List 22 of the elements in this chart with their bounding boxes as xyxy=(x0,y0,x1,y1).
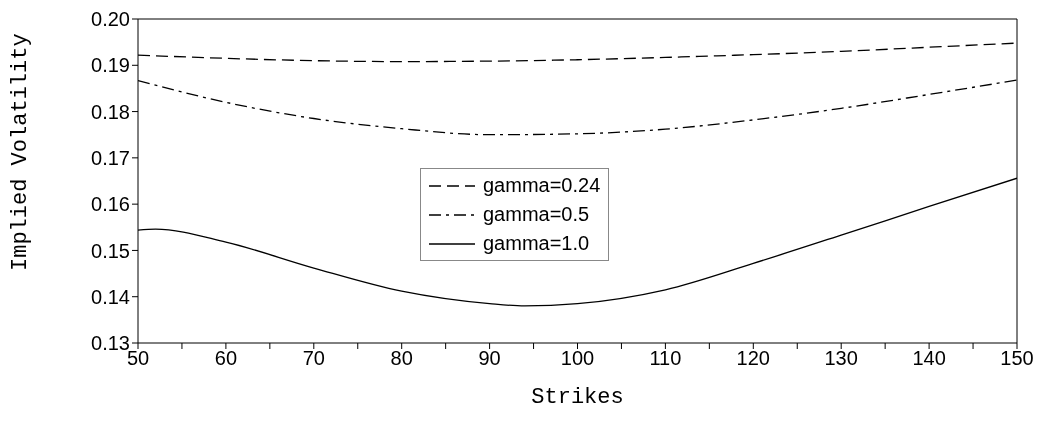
legend-label: gamma=0.5 xyxy=(483,203,590,226)
y-tick-label: 0.14 xyxy=(91,285,130,308)
x-tick-label: 90 xyxy=(478,347,501,370)
y-tick-label: 0.17 xyxy=(91,146,130,169)
x-tick-label: 100 xyxy=(560,347,595,370)
x-tick-label: 120 xyxy=(736,347,770,370)
y-axis-title: Implied Volatility xyxy=(7,33,33,271)
x-tick-label: 60 xyxy=(214,347,238,370)
legend-label: gamma=1.0 xyxy=(483,232,590,255)
y-tick-label: 0.16 xyxy=(91,193,130,216)
x-tick-label: 110 xyxy=(649,347,682,370)
y-tick-label: 0.19 xyxy=(91,54,130,77)
x-tick-label: 130 xyxy=(824,347,858,370)
y-tick-label: 0.18 xyxy=(91,100,130,123)
x-tick-label: 140 xyxy=(912,347,946,370)
x-tick-label: 70 xyxy=(302,347,325,370)
y-tick-label: 0.15 xyxy=(91,239,130,262)
legend-label: gamma=0.24 xyxy=(483,174,601,197)
y-tick-label: 0.20 xyxy=(91,8,130,31)
x-axis-title: Strikes xyxy=(531,385,624,410)
x-tick-label: 150 xyxy=(1000,347,1034,370)
x-tick-label: 80 xyxy=(390,347,413,370)
